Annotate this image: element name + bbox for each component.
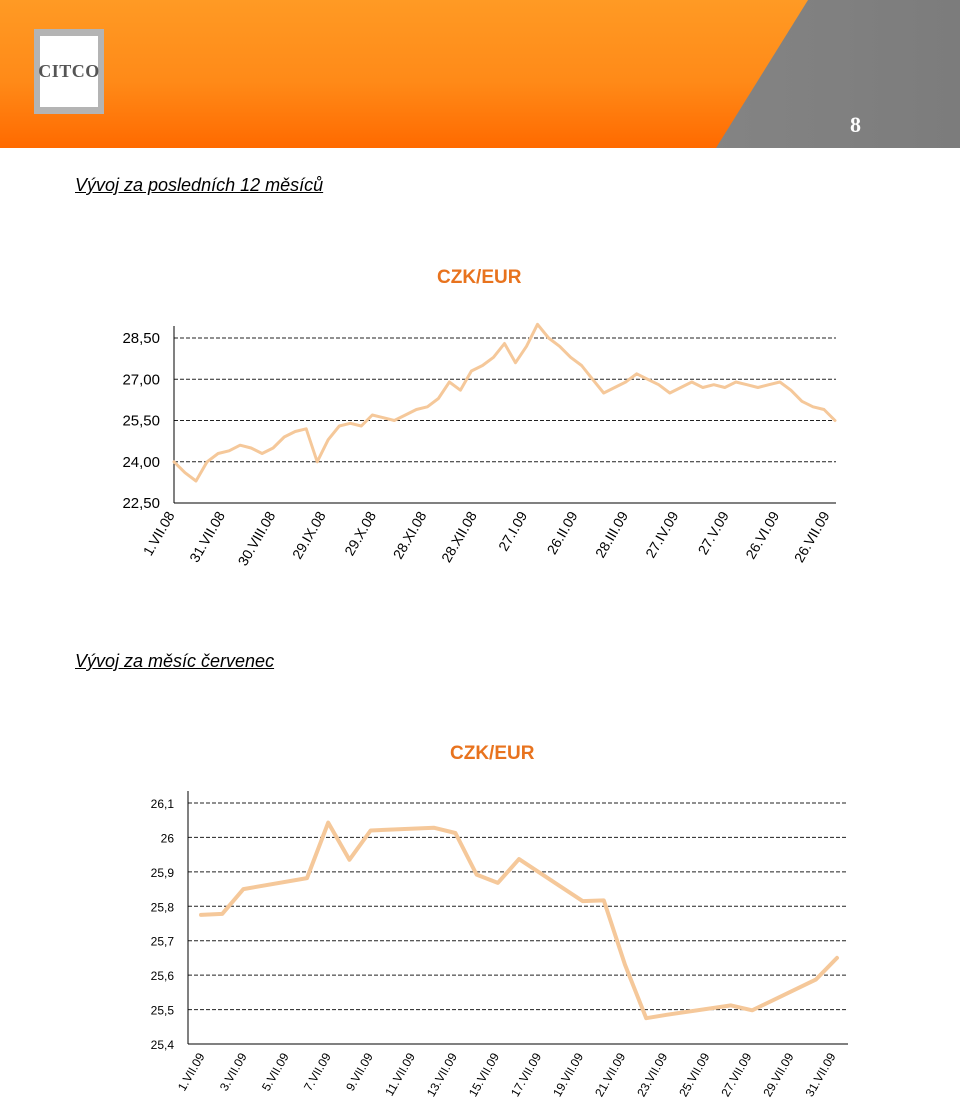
x-tick-label: 31.VII.08 <box>186 508 228 565</box>
x-tick-label: 13.VII.09 <box>424 1050 460 1099</box>
x-tick-label: 1.VII.08 <box>140 508 178 558</box>
page-number: 8 <box>850 112 861 137</box>
series-line <box>172 322 837 483</box>
x-tick-label: 26.VI.09 <box>742 508 782 561</box>
x-tick-label: 19.VII.09 <box>550 1050 586 1099</box>
chart-title-12-months: CZK/EUR <box>437 267 522 288</box>
x-tick-label: 5.VII.09 <box>259 1050 292 1093</box>
section-title-july: Vývoj za měsíc červenec <box>75 651 275 671</box>
x-tick-label: 21.VII.09 <box>592 1050 628 1099</box>
y-tick-label: 25,4 <box>151 1038 175 1052</box>
y-tick-label: 26 <box>161 831 175 845</box>
x-tick-label: 27.V.09 <box>694 508 731 557</box>
y-tick-label: 25,50 <box>122 413 160 430</box>
x-tick-label: 7.VII.09 <box>301 1050 334 1093</box>
logo-text: CITCO <box>38 61 100 81</box>
chart-title-july: CZK/EUR <box>450 743 535 764</box>
y-tick-label: 25,8 <box>151 900 175 914</box>
chart-12-months: 28,50 27,00 25,50 24,00 22,501.VII.08 31.VII.… <box>122 322 837 568</box>
x-tick-label: 27.VII.09 <box>718 1050 754 1099</box>
x-tick-label: 28.XII.08 <box>438 508 480 565</box>
x-tick-label: 30.VIII.08 <box>235 508 279 568</box>
x-tick-label: 11.VII.09 <box>382 1050 418 1098</box>
x-tick-label: 3.VII.09 <box>217 1050 250 1093</box>
page-header: CITCO 8 <box>0 0 960 148</box>
x-tick-label: 29.IX.08 <box>289 508 329 561</box>
series-line <box>199 820 839 1021</box>
x-tick-label: 17.VII.09 <box>508 1050 544 1099</box>
x-tick-label: 26.VII.09 <box>791 508 833 565</box>
x-tick-label: 1.VII.09 <box>175 1050 208 1093</box>
logo-plate: CITCO <box>38 36 100 107</box>
x-tick-label: 27.IV.09 <box>642 508 681 560</box>
x-tick-label: 9.VII.09 <box>343 1050 376 1093</box>
y-tick-label: 25,9 <box>151 866 175 880</box>
chart-july: 26,1 26 25,9 25,8 25,7 25,6 25,5 25,41.VII.09 3.… <box>151 791 848 1099</box>
y-tick-label: 25,7 <box>151 935 175 949</box>
y-tick-label: 22,50 <box>122 495 160 512</box>
x-tick-label: 27.I.09 <box>495 508 530 553</box>
x-tick-label: 23.VII.09 <box>634 1050 670 1099</box>
citco-logo: CITCO <box>34 29 104 114</box>
x-tick-label: 15.VII.09 <box>466 1050 502 1099</box>
x-tick-label: 28.III.09 <box>592 508 631 560</box>
section-title-12-months: Vývoj za posledních 12 měsíců <box>75 175 324 195</box>
x-tick-label: 29.X.08 <box>341 508 379 558</box>
y-tick-label: 26,1 <box>151 797 175 811</box>
y-tick-label: 25,6 <box>151 969 175 983</box>
y-tick-label: 28,50 <box>122 330 160 347</box>
x-tick-label: 29.VII.09 <box>760 1050 796 1099</box>
y-tick-label: 24,00 <box>122 454 160 471</box>
x-tick-label: 25.VII.09 <box>676 1050 712 1099</box>
x-tick-label: 28.XI.08 <box>390 508 430 561</box>
y-tick-label: 27,00 <box>122 371 160 388</box>
x-tick-label: 31.VII.09 <box>802 1050 838 1099</box>
x-tick-label: 26.II.09 <box>543 508 580 557</box>
y-tick-label: 25,5 <box>151 1004 175 1018</box>
